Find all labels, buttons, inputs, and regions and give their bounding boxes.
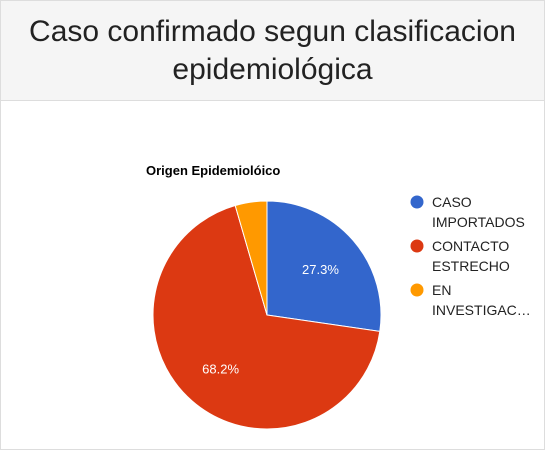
pie-slice-contacto-estrecho[interactable] <box>152 204 381 430</box>
legend-label: IMPORTADOS <box>432 214 525 230</box>
pie-slice-caso-importados[interactable] <box>266 200 382 332</box>
legend-item[interactable]: EN INVESTIGAC… <box>410 282 531 318</box>
pie-chart: Origen Epidemiolóico 27.3% 68.2% CASO IMPO… <box>146 163 531 430</box>
legend-label: INVESTIGAC… <box>432 302 531 318</box>
pie-slices <box>152 200 382 430</box>
legend-label: ESTRECHO <box>432 258 510 274</box>
card-title: Caso confirmado segun clasificacion epid… <box>29 14 516 86</box>
chart-legend: CASO IMPORTADOS CONTACTO ESTRECHO EN INVESTIG… <box>410 194 531 318</box>
chart-area: Origen Epidemiolóico 27.3% 68.2% CASO IMPO… <box>1 102 544 449</box>
legend-label: EN <box>432 282 451 298</box>
legend-item[interactable]: CONTACTO ESTRECHO <box>410 238 510 274</box>
pie-slice-labels: 27.3% 68.2% <box>202 262 339 377</box>
pie-slice-en-investigac[interactable] <box>234 200 268 316</box>
slice-percent-label: 68.2% <box>202 361 239 376</box>
legend-swatch <box>410 195 424 209</box>
card-header: Caso confirmado segun clasificacion epid… <box>1 1 544 101</box>
legend-label: CASO <box>432 194 472 210</box>
chart-title: Origen Epidemiolóico <box>146 163 280 178</box>
legend-swatch <box>410 239 424 253</box>
legend-swatch <box>410 283 424 297</box>
legend-label: CONTACTO <box>432 238 509 254</box>
legend-item[interactable]: CASO IMPORTADOS <box>410 194 525 230</box>
slice-percent-label: 27.3% <box>302 262 339 277</box>
